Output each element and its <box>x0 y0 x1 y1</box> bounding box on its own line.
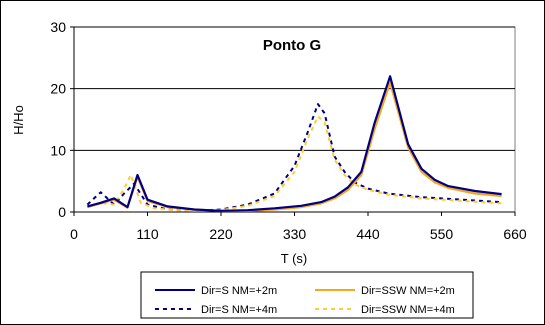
legend-label-0: Dir=S NM=+2m <box>201 285 277 297</box>
legend: Dir=S NM=+2m Dir=SSW NM=+2m Dir=S NM=+4m Di… <box>155 285 455 316</box>
legend-box <box>140 271 474 319</box>
legend-label-2: Dir=S NM=+4m <box>201 304 277 316</box>
x-tick-label: 550 <box>430 226 454 242</box>
series-line-0 <box>87 75 502 212</box>
series-line-2 <box>86 103 502 212</box>
x-tick-label: 330 <box>283 226 307 242</box>
series-line-3 <box>87 115 502 212</box>
y-tick-label: 20 <box>50 81 66 97</box>
grid-lines <box>74 26 515 151</box>
x-tick-label: 440 <box>356 226 380 242</box>
x-tick-label: 0 <box>70 226 78 242</box>
series-layer <box>86 75 502 212</box>
legend-label-3: Dir=SSW NM=+4m <box>361 304 455 316</box>
x-tick-label: 110 <box>136 226 159 242</box>
y-tick-label: 30 <box>50 19 66 35</box>
y-tick-label: 0 <box>58 204 66 220</box>
x-axis-label: T (s) <box>281 251 307 266</box>
x-tick-label: 220 <box>209 226 233 242</box>
chart-title: Ponto G <box>263 37 321 54</box>
axes: 0 10 20 30 0 110 220 330 440 550 660 <box>50 19 526 242</box>
y-tick-label: 10 <box>50 142 66 158</box>
legend-label-1: Dir=SSW NM=+2m <box>361 285 455 297</box>
y-axis-label: H/Ho <box>11 105 26 135</box>
x-tick-label: 660 <box>503 226 527 242</box>
